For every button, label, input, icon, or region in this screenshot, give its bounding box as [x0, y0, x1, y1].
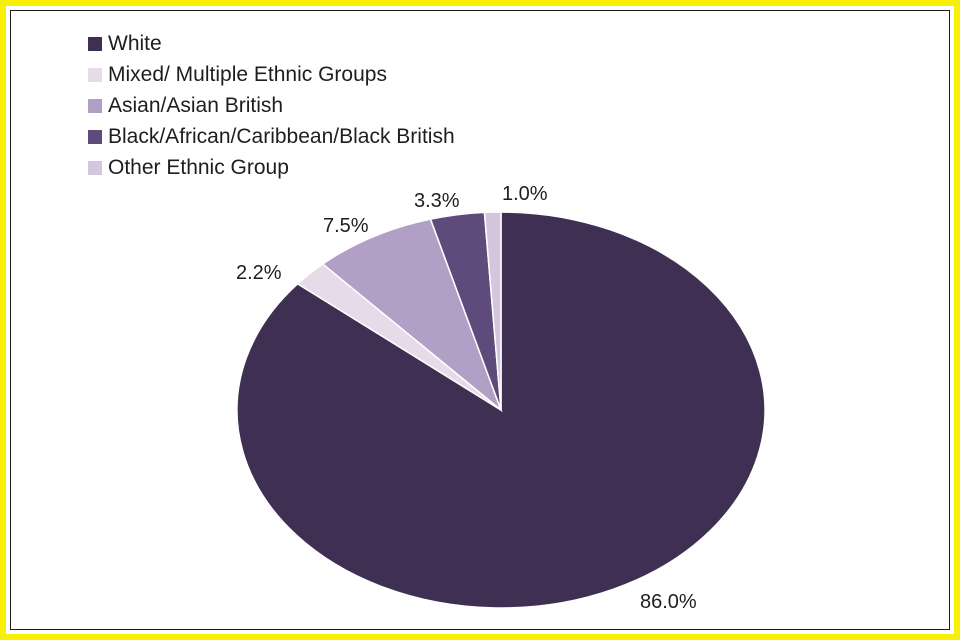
legend-item-mixed: Mixed/ Multiple Ethnic Groups: [88, 59, 455, 90]
slice-label-other: 1.0%: [502, 183, 548, 205]
legend-label: White: [108, 31, 162, 55]
legend-label: Other Ethnic Group: [108, 155, 289, 179]
legend-swatch: [88, 129, 102, 144]
pie-percent-labels: 86.0% 2.2% 7.5% 3.3% 1.0%: [236, 183, 697, 613]
legend-item-asian: Asian/Asian British: [88, 90, 455, 121]
slice-label-asian: 7.5%: [323, 215, 369, 237]
slice-label-mixed: 2.2%: [236, 262, 282, 284]
legend-label: Mixed/ Multiple Ethnic Groups: [108, 62, 387, 86]
legend-swatch: [88, 160, 102, 175]
legend-item-black: Black/African/Caribbean/Black British: [88, 121, 455, 152]
legend-item-other: Other Ethnic Group: [88, 152, 455, 183]
legend-swatch: [88, 98, 102, 113]
legend: White Mixed/ Multiple Ethnic Groups Asia…: [88, 28, 455, 183]
legend-label: Black/African/Caribbean/Black British: [108, 124, 455, 148]
slice-label-white: 86.0%: [640, 591, 697, 613]
legend-label: Asian/Asian British: [108, 93, 284, 117]
slice-asian: [321, 218, 503, 413]
legend-item-white: White: [88, 28, 455, 59]
slice-label-black: 3.3%: [414, 190, 460, 212]
legend-swatch: [88, 36, 102, 51]
pie-slices: [236, 211, 766, 609]
legend-swatch: [88, 67, 102, 82]
slice-other: [483, 211, 502, 411]
